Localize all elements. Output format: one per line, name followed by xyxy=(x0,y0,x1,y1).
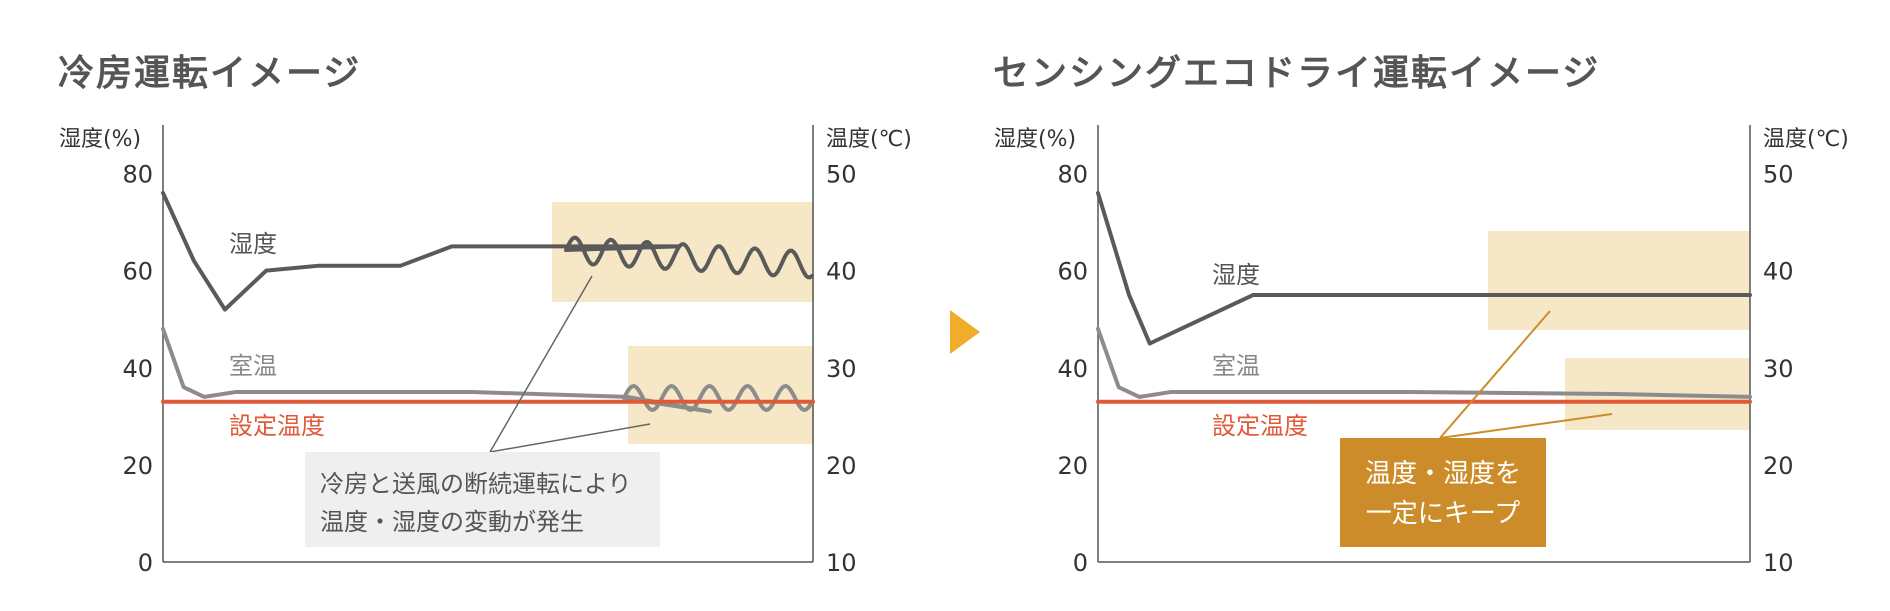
annotation-line-1: 冷房と送風の断続運転により xyxy=(320,470,632,498)
right-tick-label: 30 xyxy=(826,355,857,383)
humidity-line xyxy=(1096,190,1752,346)
series-label: 室温 xyxy=(229,352,277,380)
left-tick-label: 80 xyxy=(1057,161,1088,189)
series-label: 設定温度 xyxy=(1212,412,1308,440)
left-axis-title: 湿度(%) xyxy=(994,127,1076,152)
right-tick-label: 20 xyxy=(1763,452,1794,480)
humidity-fluctuation-highlight xyxy=(552,202,814,302)
right-chart-title: センシングエコドライ運転イメージ xyxy=(993,53,1601,94)
right-chart: 湿度(%) 温度(℃) 0 20 40 60 80 10 20 30 40 50 湿度室温設定温度温度・… xyxy=(994,125,1849,577)
right-tick-label: 10 xyxy=(1763,549,1794,577)
room-temperature-line xyxy=(1096,326,1752,399)
leader-line xyxy=(1439,413,1613,439)
annotation-box xyxy=(305,452,660,547)
series-label: 設定温度 xyxy=(229,412,325,440)
right-tick-label: 40 xyxy=(826,258,857,286)
series-label: 室温 xyxy=(1212,352,1260,380)
right-tick-label: 30 xyxy=(1763,355,1794,383)
leader-line xyxy=(1439,310,1551,439)
left-chart-title: 冷房運転イメージ xyxy=(58,53,362,94)
annotation-line-2: 一定にキープ xyxy=(1366,499,1520,529)
leader-line xyxy=(489,275,593,453)
right-tick-label: 40 xyxy=(1763,258,1794,286)
left-tick-label: 0 xyxy=(1073,549,1088,577)
humidity-steady-highlight xyxy=(1488,231,1750,330)
transition-arrow-icon xyxy=(950,310,980,354)
humidity-line xyxy=(161,190,814,312)
annotation-line-2: 温度・湿度の変動が発生 xyxy=(320,508,584,536)
right-tick-label: 50 xyxy=(1763,161,1794,189)
left-tick-label: 0 xyxy=(138,549,153,577)
right-tick-label: 10 xyxy=(826,549,857,577)
left-tick-label: 40 xyxy=(122,355,153,383)
left-tick-label: 20 xyxy=(122,452,153,480)
right-axis-title: 温度(℃) xyxy=(1763,127,1849,152)
left-tick-label: 60 xyxy=(122,258,153,286)
left-tick-label: 20 xyxy=(1057,452,1088,480)
temperature-fluctuation-highlight xyxy=(628,346,814,444)
left-tick-label: 80 xyxy=(122,161,153,189)
left-tick-label: 60 xyxy=(1057,258,1088,286)
right-tick-label: 50 xyxy=(826,161,857,189)
left-axis-title: 湿度(%) xyxy=(59,127,141,152)
left-tick-label: 40 xyxy=(1057,355,1088,383)
left-chart: 湿度(%) 温度(℃) 0 20 40 60 80 10 20 30 40 50 湿度室温設定温度冷房と… xyxy=(59,125,912,577)
series-label: 湿度 xyxy=(1212,261,1260,289)
series-label: 湿度 xyxy=(229,230,277,258)
right-tick-label: 20 xyxy=(826,452,857,480)
room-temperature-line xyxy=(161,326,814,414)
annotation-box xyxy=(1340,438,1546,547)
annotation-line-1: 温度・湿度を xyxy=(1365,459,1521,489)
leader-line xyxy=(489,423,651,453)
right-axis-title: 温度(℃) xyxy=(826,127,912,152)
